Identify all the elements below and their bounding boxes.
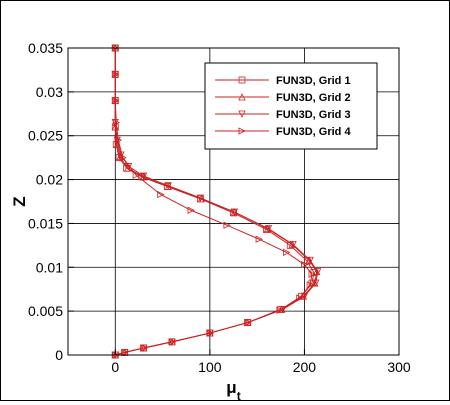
y-axis-title: Z bbox=[10, 196, 29, 206]
series-point bbox=[187, 206, 195, 214]
series-point bbox=[314, 268, 322, 276]
series-point bbox=[300, 292, 309, 301]
series-4 bbox=[111, 44, 316, 359]
y-tick-label: 0.03 bbox=[36, 84, 63, 100]
series-point bbox=[168, 338, 176, 346]
series-point bbox=[283, 248, 291, 257]
series-point bbox=[114, 136, 123, 144]
series-point bbox=[111, 70, 120, 78]
y-tick-label: 0.01 bbox=[36, 259, 63, 275]
y-tick-label: 0.025 bbox=[28, 128, 63, 144]
legend-entry: FUN3D, Grid 3 bbox=[215, 109, 351, 121]
legend-box bbox=[204, 62, 378, 150]
y-tick-label: 0.035 bbox=[28, 40, 63, 56]
legend: FUN3D, Grid 1 FUN3D, Grid 2 FUN3D, Grid 3 F… bbox=[204, 62, 378, 150]
x-axis-title-subscript: t bbox=[237, 389, 241, 400]
y-tick-label: 0 bbox=[55, 347, 63, 363]
series-point bbox=[113, 136, 121, 144]
series-point bbox=[157, 190, 165, 199]
series-point bbox=[264, 225, 273, 233]
series-line bbox=[114, 48, 313, 356]
series-point bbox=[311, 279, 319, 287]
series-point bbox=[140, 172, 148, 180]
series-point bbox=[132, 171, 140, 179]
ticks-layer: 0 100 200 300 0 0.005 0.01 0.015 0.02 0.025 0.03 0.… bbox=[28, 40, 411, 375]
y-tick-label: 0.005 bbox=[28, 303, 63, 319]
x-tick-label: 100 bbox=[198, 359, 222, 375]
series-point bbox=[306, 256, 314, 265]
series-point bbox=[306, 281, 314, 289]
legend-marker bbox=[238, 110, 246, 118]
series-point bbox=[196, 194, 205, 202]
series-point bbox=[119, 153, 127, 162]
series-point bbox=[223, 221, 231, 229]
series-point bbox=[308, 270, 316, 278]
x-axis-title-main: μ bbox=[226, 378, 236, 397]
x-tick-label: 0 bbox=[111, 359, 119, 375]
legend-marker bbox=[238, 76, 246, 84]
legend-label: FUN3D, Grid 4 bbox=[276, 126, 351, 138]
series-point bbox=[140, 344, 148, 352]
series-point bbox=[312, 279, 320, 287]
series-point bbox=[276, 306, 284, 314]
series-point bbox=[244, 318, 252, 327]
series-point bbox=[255, 235, 263, 243]
series-point bbox=[206, 329, 214, 337]
y-tick-label: 0.015 bbox=[28, 215, 63, 231]
legend-entry: FUN3D, Grid 2 bbox=[215, 92, 351, 104]
legend-entry: FUN3D, Grid 1 bbox=[215, 75, 351, 87]
series-point bbox=[111, 119, 119, 127]
series-point bbox=[111, 96, 120, 105]
x-tick-label: 200 bbox=[293, 359, 317, 375]
plot-area-border bbox=[67, 47, 400, 356]
series-point bbox=[112, 118, 121, 127]
series-point bbox=[289, 241, 297, 249]
legend-items: FUN3D, Grid 1 FUN3D, Grid 2 FUN3D, Grid 3 F… bbox=[215, 75, 351, 138]
legend-entry: FUN3D, Grid 4 bbox=[215, 126, 351, 138]
legend-label: FUN3D, Grid 1 bbox=[276, 75, 351, 87]
legend-marker bbox=[238, 127, 246, 135]
y-tick-label: 0.02 bbox=[36, 172, 63, 188]
series-point bbox=[164, 182, 172, 190]
legend-label: FUN3D, Grid 2 bbox=[276, 92, 351, 104]
series-layer bbox=[111, 44, 322, 359]
legend-marker bbox=[238, 93, 246, 101]
series-point bbox=[121, 348, 129, 357]
series-point bbox=[301, 261, 309, 269]
series-point bbox=[230, 208, 239, 216]
legend-label: FUN3D, Grid 3 bbox=[276, 109, 351, 121]
x-tick-label: 300 bbox=[387, 359, 411, 375]
series-point bbox=[296, 294, 304, 302]
x-axis-title: μt bbox=[226, 378, 240, 400]
